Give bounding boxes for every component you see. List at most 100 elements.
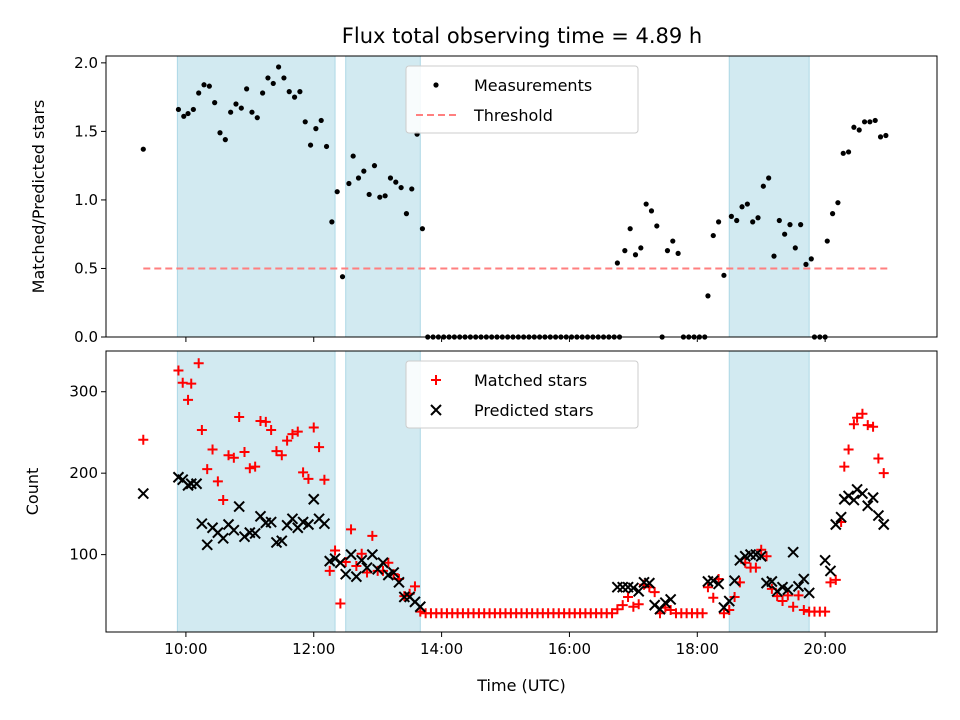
predicted-star-point [345,548,357,561]
measurement-point [217,130,223,136]
measurement-point [361,168,367,174]
matched-star-point [750,562,761,573]
matched-star-point [708,592,719,603]
matched-star-point [292,426,303,437]
matched-star-point [612,604,623,615]
predicted-star-point [334,557,347,569]
matched-star-point [623,591,634,602]
predicted-star-point [766,575,778,588]
measurement-point [808,256,814,262]
matched-star-point [633,599,644,610]
measurement-point [398,184,404,191]
matched-star-point [193,358,204,369]
measurement-point [771,253,777,259]
predicted-star-point [664,593,677,606]
predicted-star-point [830,518,842,531]
measurement-point [643,201,649,207]
measurement-point [185,110,191,117]
measurement-point [377,194,383,200]
measurement-point [393,179,399,185]
matched-star-point [777,596,788,607]
matched-star-point [276,450,287,461]
matched-star-point [202,464,213,475]
measurement-point [627,226,633,232]
matched-star-point [212,476,223,487]
y-tick-label: 200 [69,464,98,482]
matched-star-point [223,450,234,461]
matched-star-point [830,574,841,585]
count-panel: 100 200 300 10:00 12:00 14:00 16:00 18:00 20:00… [23,350,938,695]
ratio-panel: 0.00.51.01.52.0 Matched/Predicted stars … [29,54,938,346]
measurement-point [829,211,836,217]
measurement-point [387,175,394,181]
measurement-point [307,142,314,148]
matched-star-point [324,565,335,576]
measurement-point [297,89,303,95]
predicted-star-point [340,568,352,580]
x-axis-label: Time (UTC) [476,676,565,695]
measurement-point [638,245,644,251]
predicted-star-point [627,582,640,594]
predicted-star-point [201,539,213,551]
predicted-star-point [355,554,368,567]
matched-star-point [298,467,309,478]
matched-star-point [697,608,708,619]
measurement-point [409,186,415,192]
predicted-star-point [712,578,725,590]
measurement-point [664,248,671,254]
matched-star-point [173,365,184,376]
count-x-ticks: 10:00 12:00 14:00 16:00 18:00 20:00 [164,632,847,658]
measurement-point [798,222,804,228]
measurement-point [728,213,734,219]
predicted-star-point [196,517,208,530]
matched-star-point [798,605,809,616]
measurement-point [291,94,298,100]
predicted-star-point [862,500,874,512]
predicted-star-point [265,516,277,528]
measurement-point [265,75,271,81]
ratio-x-ticks [185,337,826,342]
measurement-point [845,149,852,155]
predicted-star-point [308,493,320,505]
matched-star-point [356,548,367,559]
predicted-star-point [302,518,315,531]
matched-star-point [409,581,420,592]
y-tick-label: 100 [69,546,98,564]
measurement-point [350,153,356,159]
matched-star-point [825,577,836,588]
matched-star-point [250,461,261,472]
matched-star-point [617,600,628,611]
matched-star-point [820,606,831,617]
y-tick-label: 1.5 [74,122,98,140]
predicted-star-point [393,576,405,589]
count-legend: Matched stars Predicted stars [405,360,639,429]
measurement-point [329,219,335,225]
matched-star-point [308,422,319,433]
measurement-point [206,83,212,89]
measurement-point [371,163,378,169]
predicted-star-point [233,500,245,513]
predicted-star-point [377,557,389,569]
measurement-point [824,238,830,244]
legend-label: Threshold [473,106,553,125]
measurement-point [302,119,308,125]
matched-star-point [260,416,271,427]
measurement-point [275,64,282,70]
measurement-point [675,250,681,256]
matched-star-point [218,495,229,506]
matched-star-point [346,524,357,535]
measurement-point [705,293,711,299]
matched-star-point [362,567,373,578]
matched-star-point [878,468,889,479]
legend-box [405,360,639,429]
matched-star-point [367,530,378,541]
measurement-point [787,222,793,228]
count-axes-frame [105,350,938,633]
predicted-star-point [137,487,149,500]
measurement-point [744,201,750,207]
predicted-star-point [798,573,810,585]
matched-star-point [843,444,854,455]
measurement-point [755,215,761,221]
measurement-point [734,217,740,224]
